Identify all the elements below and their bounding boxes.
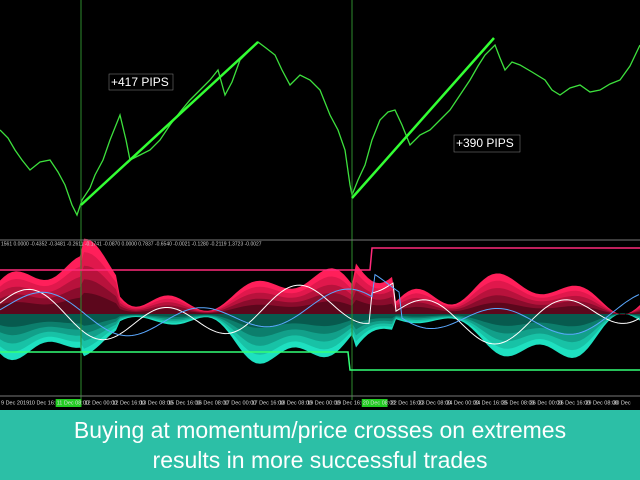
time-label: 17 Dec 16:00 [251, 400, 284, 406]
time-label: 24 Dec 16:00 [474, 400, 507, 406]
time-label: 26 Dec 16:00 [558, 400, 591, 406]
time-label: 20 Dec 08:00 [363, 400, 396, 406]
time-label: 29 Dec 08:00 [585, 400, 618, 406]
time-label: 12 Dec 00:00 [84, 400, 117, 406]
terminal: +417 PIPS +390 PIPS 1561 0.0000 -0.4352 … [0, 0, 640, 407]
time-label: 9 Dec 2019 [1, 400, 29, 406]
time-label: 19 Dec 00:00 [307, 400, 340, 406]
indicator-band [0, 313, 640, 328]
indicator-fill [0, 238, 640, 364]
time-label: 15 Dec 16:00 [168, 400, 201, 406]
annotation: +390 PIPS [456, 136, 514, 150]
time-label: 24 Dec 00:00 [446, 400, 479, 406]
caption-line: Buying at momentum/price crosses on extr… [73, 417, 567, 443]
time-highlight [361, 399, 388, 407]
indicator-band [0, 292, 640, 315]
annotation: +417 PIPS [111, 75, 169, 89]
time-label: 16 Dec 08:00 [196, 400, 229, 406]
caption: Buying at momentum/price crosses on extr… [0, 410, 640, 480]
signal-line [0, 273, 640, 337]
time-label: 17 Dec 00:00 [224, 400, 257, 406]
caption-line: results in more successful trades [152, 447, 488, 473]
time-label: 11 Dec 08:00 [57, 400, 89, 406]
momentum-line [0, 282, 640, 345]
time-label: 10 Dec 16:00 [29, 400, 62, 406]
annotation-box [453, 134, 521, 153]
price-line [0, 41, 640, 217]
time-highlight [55, 399, 82, 407]
time-label: 19 Dec 16:00 [335, 400, 368, 406]
time-label: 12 Dec 16:00 [112, 400, 145, 406]
time-label: 13 Dec 08:00 [140, 400, 173, 406]
annotation-box [108, 73, 174, 91]
time-label: 26 Dec 00:00 [530, 400, 563, 406]
upper-channel [0, 247, 640, 271]
time-label: 25 Dec 08:00 [502, 400, 535, 406]
trend-line [351, 37, 495, 199]
time-label: 18 Dec 08:00 [279, 400, 312, 406]
indicator-header: 1561 0.0000 -0.4352 -0.3481 -0.2611 -0.1… [1, 241, 262, 247]
time-label: 22 Dec 16:00 [391, 400, 424, 406]
trend-line [80, 41, 259, 206]
time-label: 23 Dec 08:00 [418, 400, 451, 406]
lower-channel [0, 351, 640, 371]
time-label: 30 Dec [613, 400, 631, 406]
